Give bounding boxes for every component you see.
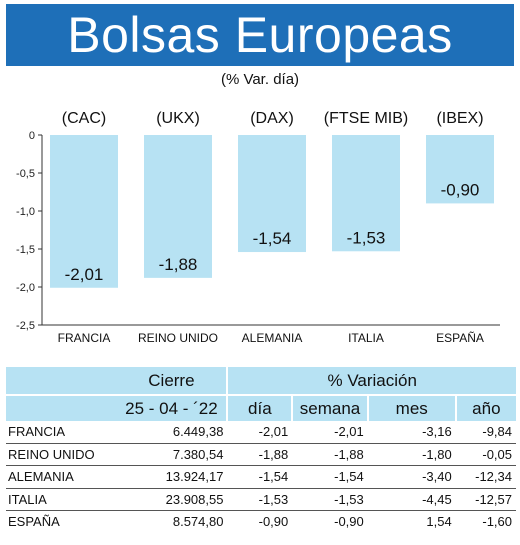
y-tick-label: -1,0 (16, 206, 35, 218)
table-row: FRANCIA 6.449,38 -2,01 -2,01 -3,16 -9,84 (6, 421, 516, 444)
header-dia: día (227, 394, 294, 421)
row-dia: -1,53 (227, 488, 293, 511)
row-dia: -2,01 (227, 421, 293, 444)
category-label: ITALIA (348, 331, 384, 345)
index-label: (UKX) (156, 110, 200, 127)
row-anio: -1,60 (482, 514, 512, 529)
bar (50, 135, 118, 288)
row-name: REINO UNIDO (6, 443, 117, 466)
header-semana: semana (292, 394, 369, 421)
value-label: -1,53 (347, 228, 386, 247)
bar-chart: 0 -0,5 -1,0 -1,5 -2,0 -2,5 (CAC) -2,01 FRANCIA (U… (16, 110, 500, 345)
category-label: REINO UNIDO (138, 331, 218, 345)
row-dia: -0,90 (258, 514, 289, 529)
row-anio: -12,34 (455, 465, 516, 489)
row-semana: -0,90 (334, 514, 364, 529)
value-label: -0,90 (441, 180, 480, 199)
row-anio: -12,57 (455, 488, 516, 511)
header-blank (6, 367, 117, 395)
category-label: FRANCIA (58, 331, 111, 345)
table-row: ESPAÑA 8.574,80 -0,90 -0,90 1,54 -1,60 (6, 511, 516, 533)
row-anio: -9,84 (455, 421, 516, 444)
table-row: ITALIA 23.908,55 -1,53 -1,53 -4,45 -12,5… (6, 488, 516, 511)
bar (238, 135, 306, 253)
row-dia: -1,54 (227, 465, 293, 489)
value-label: -1,88 (159, 255, 198, 274)
row-name: ITALIA (6, 488, 117, 511)
bar (426, 135, 494, 204)
row-name: ALEMANIA (6, 465, 117, 489)
y-tick-label: -2,0 (16, 282, 35, 294)
category-label: ESPAÑA (436, 331, 484, 345)
index-label: (DAX) (250, 110, 294, 127)
value-label: -1,54 (253, 229, 292, 248)
y-tick-label: 0 (29, 130, 35, 142)
table-row: REINO UNIDO 7.380,54 -1,88 -1,88 -1,80 -… (6, 443, 516, 466)
row-semana: -1,53 (292, 488, 368, 511)
row-cierre: 6.449,38 (116, 421, 228, 444)
category-label: ALEMANIA (242, 331, 303, 345)
row-mes: -4,45 (367, 488, 456, 511)
row-mes: -1,80 (367, 443, 456, 466)
row-anio: -0,05 (455, 443, 516, 466)
header-date: 25 - 04 - ´22 (116, 394, 229, 421)
row-name: FRANCIA (6, 421, 117, 444)
row-name: ESPAÑA (8, 514, 60, 529)
index-label: (FTSE MIB) (324, 110, 408, 127)
header-mes: mes (367, 394, 457, 421)
market-table: Cierre % Variación 25 - 04 - ´22 día sem… (6, 367, 516, 533)
value-label: -2,01 (65, 265, 104, 284)
index-label: (IBEX) (436, 110, 483, 127)
row-mes: -3,16 (367, 421, 456, 444)
row-cierre: 13.924,17 (116, 465, 228, 489)
y-tick-label: -0,5 (16, 168, 35, 180)
index-label: (CAC) (62, 110, 106, 127)
row-mes: 1,54 (426, 514, 452, 529)
page-title: Bolsas Europeas (67, 7, 453, 63)
row-semana: -2,01 (292, 421, 368, 444)
header-cierre: Cierre (116, 367, 229, 395)
bar (144, 135, 212, 278)
row-semana: -1,54 (292, 465, 368, 489)
header-blank-2 (6, 394, 117, 421)
row-cierre: 23.908,55 (116, 488, 228, 511)
chart-subtitle: (% Var. día) (220, 71, 300, 88)
bar (332, 135, 400, 252)
row-dia: -1,88 (227, 443, 293, 466)
header-variacion: % Variación (227, 367, 516, 395)
row-cierre: 7.380,54 (116, 443, 228, 466)
row-cierre: 8.574,80 (172, 514, 224, 529)
table-row: ALEMANIA 13.924,17 -1,54 -1,54 -3,40 -12… (6, 465, 516, 489)
y-tick-label: -1,5 (16, 244, 35, 256)
title-banner: Bolsas Europeas (6, 4, 514, 66)
row-semana: -1,88 (292, 443, 368, 466)
row-mes: -3,40 (367, 465, 456, 489)
header-anio: año (455, 394, 516, 421)
y-tick-label: -2,5 (16, 320, 35, 332)
